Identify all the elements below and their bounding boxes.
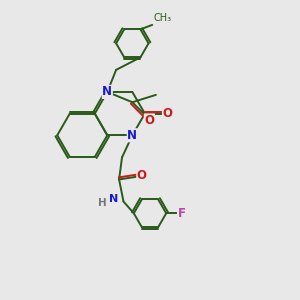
Text: O: O bbox=[163, 107, 172, 120]
Text: CH₃: CH₃ bbox=[154, 14, 172, 23]
Text: N: N bbox=[109, 194, 118, 204]
Text: N: N bbox=[127, 129, 137, 142]
Text: N: N bbox=[102, 85, 112, 98]
Text: H: H bbox=[98, 198, 107, 208]
Text: O: O bbox=[144, 114, 154, 127]
Text: O: O bbox=[137, 169, 147, 182]
Text: F: F bbox=[178, 207, 185, 220]
